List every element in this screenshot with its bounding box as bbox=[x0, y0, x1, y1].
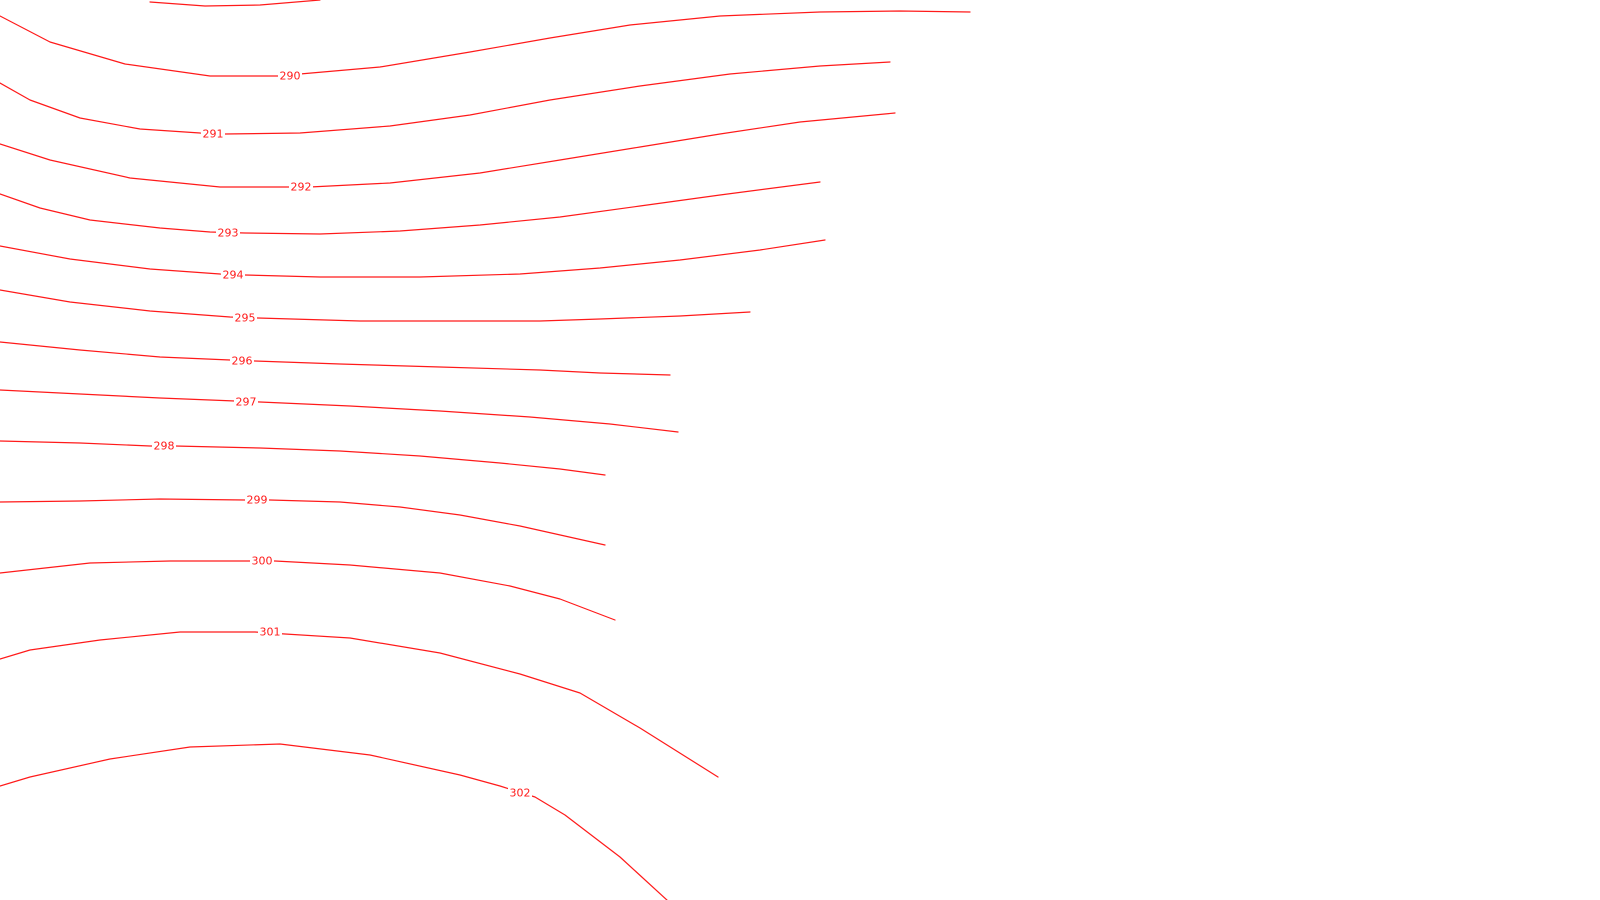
contour-line-299 bbox=[0, 498, 606, 546]
contour-label-gap-292 bbox=[289, 181, 313, 193]
contour-label-gap-298 bbox=[152, 440, 176, 452]
contour-label-292: 292 bbox=[291, 181, 312, 194]
contour-label-gap-297 bbox=[234, 396, 258, 408]
contour-label-gap-301 bbox=[258, 626, 282, 638]
contour-line-293 bbox=[0, 181, 821, 235]
contour-label-296: 296 bbox=[232, 355, 253, 368]
contour-label-gap-295 bbox=[233, 312, 257, 324]
contour-label-gap-296 bbox=[230, 355, 254, 367]
contour-line-top bbox=[149, 0, 321, 7]
contour-label-297: 297 bbox=[236, 396, 257, 409]
contour-line-291 bbox=[0, 61, 891, 135]
contour-label-gap-291 bbox=[201, 128, 225, 140]
contour-label-gap-299 bbox=[245, 494, 269, 506]
contour-label-294: 294 bbox=[223, 269, 244, 282]
contour-label-gap-302 bbox=[508, 787, 532, 799]
contour-label-300: 300 bbox=[252, 555, 273, 568]
contour-line-294 bbox=[0, 239, 826, 278]
contour-label-301: 301 bbox=[260, 626, 281, 639]
contour-label-302: 302 bbox=[510, 787, 531, 800]
contour-line-298 bbox=[0, 440, 606, 476]
contour-label-299: 299 bbox=[247, 494, 268, 507]
contour-label-293: 293 bbox=[218, 227, 239, 240]
contour-label-gap-294 bbox=[221, 269, 245, 281]
contour-line-290 bbox=[0, 10, 971, 77]
contour-line-295 bbox=[0, 289, 751, 322]
contour-label-gap-293 bbox=[216, 227, 240, 239]
contour-label-298: 298 bbox=[154, 440, 175, 453]
contour-line-300 bbox=[0, 560, 616, 621]
contour-label-gap-300 bbox=[250, 555, 274, 567]
contour-line-296 bbox=[0, 341, 671, 376]
contour-label-291: 291 bbox=[203, 128, 224, 141]
contour-label-295: 295 bbox=[235, 312, 256, 325]
contour-label-gap-290 bbox=[278, 70, 302, 82]
contour-line-302 bbox=[0, 743, 668, 900]
contour-line-301 bbox=[0, 631, 719, 778]
contour-line-292 bbox=[0, 112, 896, 188]
contour-layer: 290 291 292 293 294 295 296 297 298 299 300 301 302 bbox=[0, 0, 971, 900]
contour-label-290: 290 bbox=[280, 70, 301, 83]
contour-line-297 bbox=[0, 389, 679, 433]
